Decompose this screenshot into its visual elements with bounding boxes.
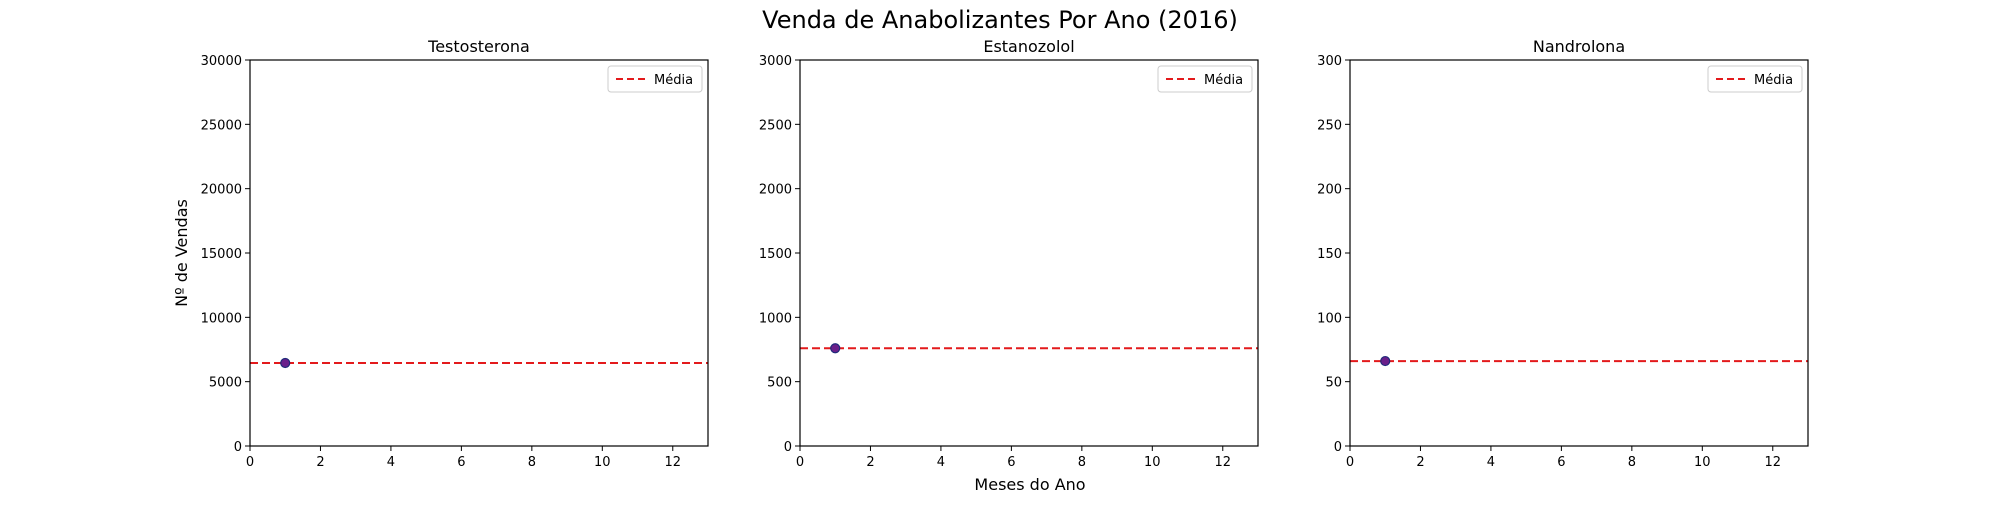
subplot-testosterona: Testosterona 0 2 4 6 8 10 12 0 5000 10000 15000 2000… bbox=[201, 37, 709, 470]
y-tick-label: 0 bbox=[234, 440, 242, 455]
x-tick-label: 8 bbox=[1078, 455, 1086, 470]
y-tick-label: 15000 bbox=[201, 247, 242, 262]
data-point bbox=[1380, 355, 1391, 367]
x-tick-label: 12 bbox=[1214, 455, 1231, 470]
legend-label: Média bbox=[1754, 73, 1793, 88]
subplot-title: Testosterona bbox=[427, 37, 530, 56]
x-tick-label: 4 bbox=[1487, 455, 1495, 470]
x-tick-label: 10 bbox=[594, 455, 611, 470]
subplot-title: Estanozolol bbox=[983, 37, 1074, 56]
legend-box bbox=[1707, 65, 1803, 93]
data-point bbox=[280, 357, 291, 369]
y-tick-label: 5000 bbox=[209, 376, 242, 391]
axes-frame bbox=[249, 59, 709, 447]
y-tick-label: 2000 bbox=[759, 183, 792, 198]
x-tick-label: 0 bbox=[796, 455, 804, 470]
x-tick-label: 0 bbox=[246, 455, 254, 470]
y-tick-label: 2500 bbox=[759, 118, 792, 133]
y-tick-label: 150 bbox=[1317, 247, 1342, 262]
y-tick-label: 1000 bbox=[759, 311, 792, 326]
legend: Média bbox=[607, 65, 703, 93]
x-tick-label: 6 bbox=[457, 455, 465, 470]
y-tick-label: 500 bbox=[767, 376, 792, 391]
y-tick-label: 25000 bbox=[201, 118, 242, 133]
data-point bbox=[830, 343, 841, 354]
x-tick-label: 8 bbox=[1628, 455, 1636, 470]
subplot-estanozolol: Estanozolol 0 2 4 6 8 10 12 0 500 1000 1500 2000 2500… bbox=[759, 37, 1259, 470]
x-tick-label: 10 bbox=[1144, 455, 1161, 470]
legend-label: Média bbox=[1204, 73, 1243, 88]
x-tick-label: 10 bbox=[1694, 455, 1711, 470]
axes-frame bbox=[1349, 59, 1809, 447]
y-tick-label: 10000 bbox=[201, 311, 242, 326]
y-tick-label: 50 bbox=[1325, 376, 1342, 391]
y-tick-label: 0 bbox=[1334, 440, 1342, 455]
y-tick-label: 250 bbox=[1317, 118, 1342, 133]
y-tick-label: 3000 bbox=[759, 54, 792, 69]
legend: Média bbox=[1157, 65, 1253, 93]
x-tick-label: 0 bbox=[1346, 455, 1354, 470]
subplot-nandrolona: Nandrolona 0 2 4 6 8 10 12 0 50 100 150 200 250 300 Méd… bbox=[1317, 37, 1809, 470]
axes-frame bbox=[799, 59, 1259, 447]
y-tick-label: 1500 bbox=[759, 247, 792, 262]
x-tick-label: 4 bbox=[937, 455, 945, 470]
x-tick-label: 6 bbox=[1007, 455, 1015, 470]
subplot-title: Nandrolona bbox=[1533, 37, 1625, 56]
x-tick-label: 8 bbox=[528, 455, 536, 470]
figure-title: Venda de Anabolizantes Por Ano (2016) bbox=[762, 6, 1238, 34]
x-tick-label: 2 bbox=[1416, 455, 1424, 470]
x-tick-label: 2 bbox=[866, 455, 874, 470]
legend-label: Média bbox=[654, 73, 693, 88]
legend: Média bbox=[1707, 65, 1803, 93]
x-axis-label: Meses do Ano bbox=[974, 475, 1085, 494]
y-tick-label: 100 bbox=[1317, 311, 1342, 326]
legend-box bbox=[1157, 65, 1253, 93]
y-tick-label: 300 bbox=[1317, 54, 1342, 69]
y-tick-label: 0 bbox=[784, 440, 792, 455]
y-tick-label: 200 bbox=[1317, 183, 1342, 198]
y-axis-label: Nº de Vendas bbox=[172, 199, 191, 307]
y-tick-label: 30000 bbox=[201, 54, 242, 69]
x-tick-label: 2 bbox=[316, 455, 324, 470]
x-tick-label: 12 bbox=[664, 455, 681, 470]
legend-box bbox=[607, 65, 703, 93]
x-tick-label: 12 bbox=[1764, 455, 1781, 470]
y-tick-label: 20000 bbox=[201, 183, 242, 198]
x-tick-label: 6 bbox=[1557, 455, 1565, 470]
x-tick-label: 4 bbox=[387, 455, 395, 470]
